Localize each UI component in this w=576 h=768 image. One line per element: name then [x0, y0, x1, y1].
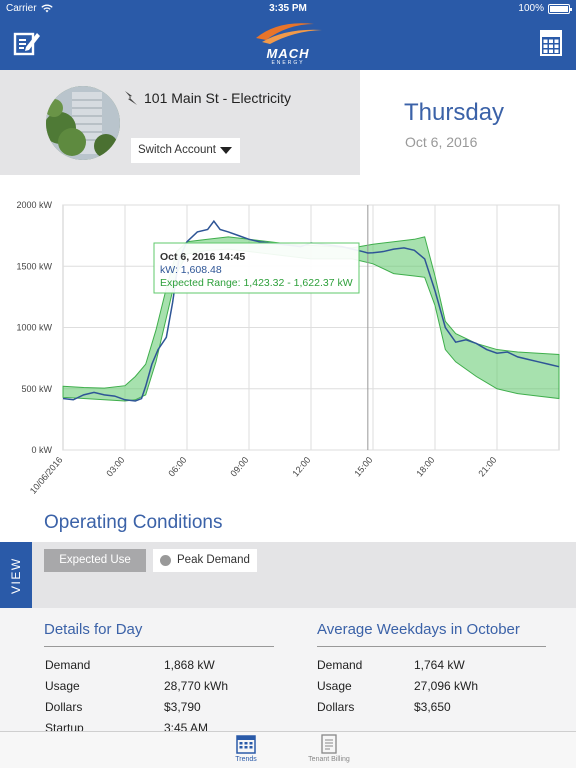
tab-bar: Trends Tenant Billing [0, 731, 576, 768]
detail-label: Usage [45, 679, 80, 693]
nav-bar: MACH ENERGY [0, 18, 576, 70]
logo-swoosh-icon [256, 23, 322, 44]
average-value: 1,764 kW [414, 658, 465, 672]
demand-chart[interactable]: 0 kW 500 kW 1000 kW 1500 kW 2000 kW 10/06/201… [0, 190, 576, 502]
details-divider [44, 646, 274, 647]
logo-subtext: ENERGY [271, 60, 305, 66]
tab-trends-label: Trends [235, 756, 257, 763]
building-photo-icon [46, 86, 120, 160]
y-tick-label: 1000 kW [16, 323, 52, 333]
calculator-button[interactable] [540, 30, 562, 56]
x-tick-label: 06:00 [166, 455, 188, 479]
expected-use-button[interactable]: Expected Use [44, 549, 146, 572]
x-tick-label: 12:00 [290, 455, 312, 479]
detail-label: Demand [45, 658, 91, 672]
detail-label: Startup [45, 721, 84, 732]
peak-demand-label: Peak Demand [177, 554, 250, 566]
average-label: Dollars [317, 700, 355, 714]
view-tab-label: VIEW [9, 557, 23, 594]
average-label: Usage [317, 679, 352, 693]
calendar-icon [236, 735, 256, 754]
edit-icon [13, 32, 40, 56]
document-icon [321, 734, 337, 754]
tooltip-title: Oct 6, 2016 14:45 [160, 251, 245, 263]
tab-trends[interactable]: Trends [211, 734, 281, 763]
status-bar: Carrier 3:35 PM 100% [0, 0, 576, 18]
y-tick-label: 500 kW [21, 384, 52, 394]
account-name-label: 101 Main St - Electricity [144, 90, 292, 106]
switch-account-button[interactable]: Switch Account [131, 138, 240, 163]
average-weekdays-title: Average Weekdays in October [317, 621, 520, 638]
view-tab[interactable]: VIEW [0, 542, 32, 609]
battery-indicator: 100% [518, 3, 572, 14]
tooltip-box [153, 242, 360, 294]
peak-demand-button[interactable]: Peak Demand [153, 549, 257, 572]
tooltip-range: Expected Range: 1,423.32 - 1,622.37 kW [160, 277, 353, 289]
operating-conditions-title: Operating Conditions [44, 512, 223, 533]
details-for-day-title: Details for Day [44, 621, 143, 638]
detail-value: 28,770 kWh [164, 679, 229, 693]
account-header: 101 Main St - Electricity Switch Account [0, 70, 360, 175]
tab-tenant-billing-label: Tenant Billing [308, 756, 350, 763]
average-value: $3,650 [414, 700, 451, 714]
selected-day: Thursday [404, 99, 505, 126]
y-tick-label: 2000 kW [16, 200, 52, 210]
y-tick-label: 1500 kW [16, 261, 52, 271]
detail-value: 3:45 AM [164, 721, 209, 732]
selected-date: Oct 6, 2016 [405, 134, 478, 150]
detail-label: Dollars [45, 700, 83, 714]
clock: 3:35 PM [269, 3, 307, 14]
average-value: 27,096 kWh [414, 679, 479, 693]
edit-button[interactable] [12, 28, 42, 58]
lightning-icon [125, 91, 137, 105]
x-tick-label: 03:00 [104, 455, 126, 479]
y-tick-label: 0 kW [31, 445, 52, 455]
mach-energy-logo: MACH ENERGY [248, 18, 328, 68]
caret-down-icon [220, 147, 232, 154]
switch-account-label: Switch Account [138, 144, 216, 156]
detail-value: $3,790 [164, 700, 201, 714]
wifi-icon [40, 4, 53, 13]
average-divider [317, 646, 546, 647]
x-tick-label: 15:00 [352, 455, 374, 479]
x-tick-label: 18:00 [414, 455, 436, 479]
x-tick-label: 21:00 [476, 455, 498, 479]
details-panel[interactable]: Details for Day Average Weekdays in Octo… [0, 608, 576, 732]
building-avatar [46, 86, 120, 160]
tooltip-value: kW: 1,608.48 [160, 264, 222, 276]
x-tick-label: 09:00 [228, 455, 250, 479]
logo-text: MACH [266, 46, 310, 61]
battery-percent: 100% [518, 3, 544, 14]
x-tick-label: 10/06/2016 [28, 455, 65, 496]
peak-demand-radio-icon [160, 555, 171, 566]
detail-value: 1,868 kW [164, 658, 215, 672]
tab-tenant-billing[interactable]: Tenant Billing [294, 734, 364, 763]
account-name: 101 Main St - Electricity [124, 90, 291, 106]
carrier-indicator: Carrier [6, 3, 53, 14]
calculator-icon [540, 30, 562, 56]
average-label: Demand [317, 658, 363, 672]
carrier-label: Carrier [6, 3, 37, 14]
battery-icon [548, 3, 572, 14]
